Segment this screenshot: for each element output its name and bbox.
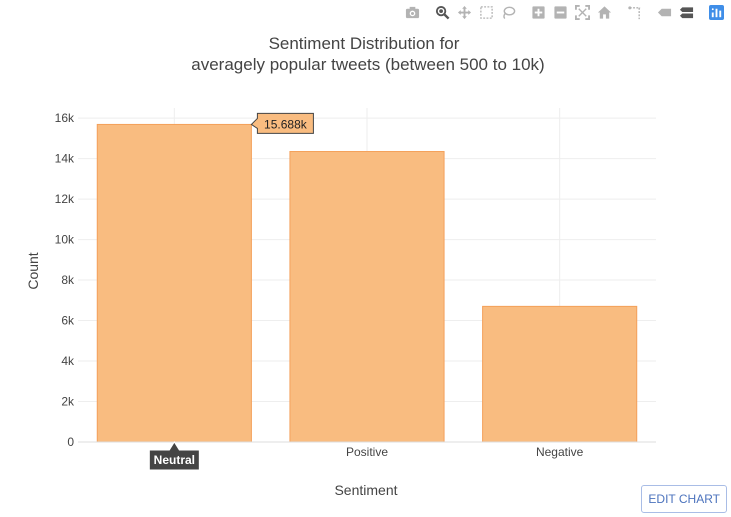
pan-icon[interactable] bbox=[453, 2, 475, 22]
x-axis-title: Sentiment bbox=[334, 482, 397, 498]
y-tick-label: 4k bbox=[61, 354, 75, 368]
hover-compare-icon[interactable] bbox=[675, 2, 697, 22]
edit-chart-button[interactable]: EDIT CHART bbox=[641, 485, 727, 513]
bar-negative bbox=[482, 305, 638, 443]
autoscale-icon[interactable] bbox=[571, 2, 593, 22]
y-tick-label: 8k bbox=[61, 273, 75, 287]
camera-icon[interactable] bbox=[401, 2, 423, 22]
bar-positive bbox=[289, 151, 445, 443]
zoom-in-icon[interactable] bbox=[527, 2, 549, 22]
y-tick-label: 0 bbox=[67, 435, 74, 449]
category-tooltip-label: Neutral bbox=[154, 453, 195, 467]
bar-neutral bbox=[96, 123, 252, 443]
chart-title-line-1: Sentiment Distribution for bbox=[269, 34, 460, 53]
y-tick-label: 14k bbox=[55, 152, 75, 166]
zoom-icon[interactable] bbox=[431, 2, 453, 22]
bars bbox=[96, 123, 638, 443]
spike-lines-icon[interactable] bbox=[623, 2, 645, 22]
chart-title-line-2: averagely popular tweets (between 500 to… bbox=[191, 55, 544, 74]
y-tick-label: 10k bbox=[55, 233, 75, 247]
y-tick-label: 2k bbox=[61, 395, 75, 409]
value-tooltip-label: 15.688k bbox=[264, 117, 308, 131]
y-tick-label: 12k bbox=[55, 192, 75, 206]
hover-closest-icon[interactable] bbox=[653, 2, 675, 22]
hover-tooltips: 15.688k Neutral bbox=[148, 112, 314, 471]
x-tick-label: Positive bbox=[346, 445, 388, 459]
y-axis-title: Count bbox=[25, 252, 41, 289]
reset-axes-icon[interactable] bbox=[593, 2, 615, 22]
value-tooltip-box bbox=[250, 112, 314, 134]
y-tick-label: 16k bbox=[55, 111, 75, 125]
x-tick-label: Negative bbox=[536, 445, 584, 459]
modebar bbox=[393, 2, 727, 22]
plotly-logo-icon[interactable] bbox=[705, 2, 727, 22]
y-tick-label: 6k bbox=[61, 314, 75, 328]
zoom-out-icon[interactable] bbox=[549, 2, 571, 22]
lasso-select-icon[interactable] bbox=[497, 2, 519, 22]
box-select-icon[interactable] bbox=[475, 2, 497, 22]
category-tooltip-box bbox=[148, 441, 200, 471]
